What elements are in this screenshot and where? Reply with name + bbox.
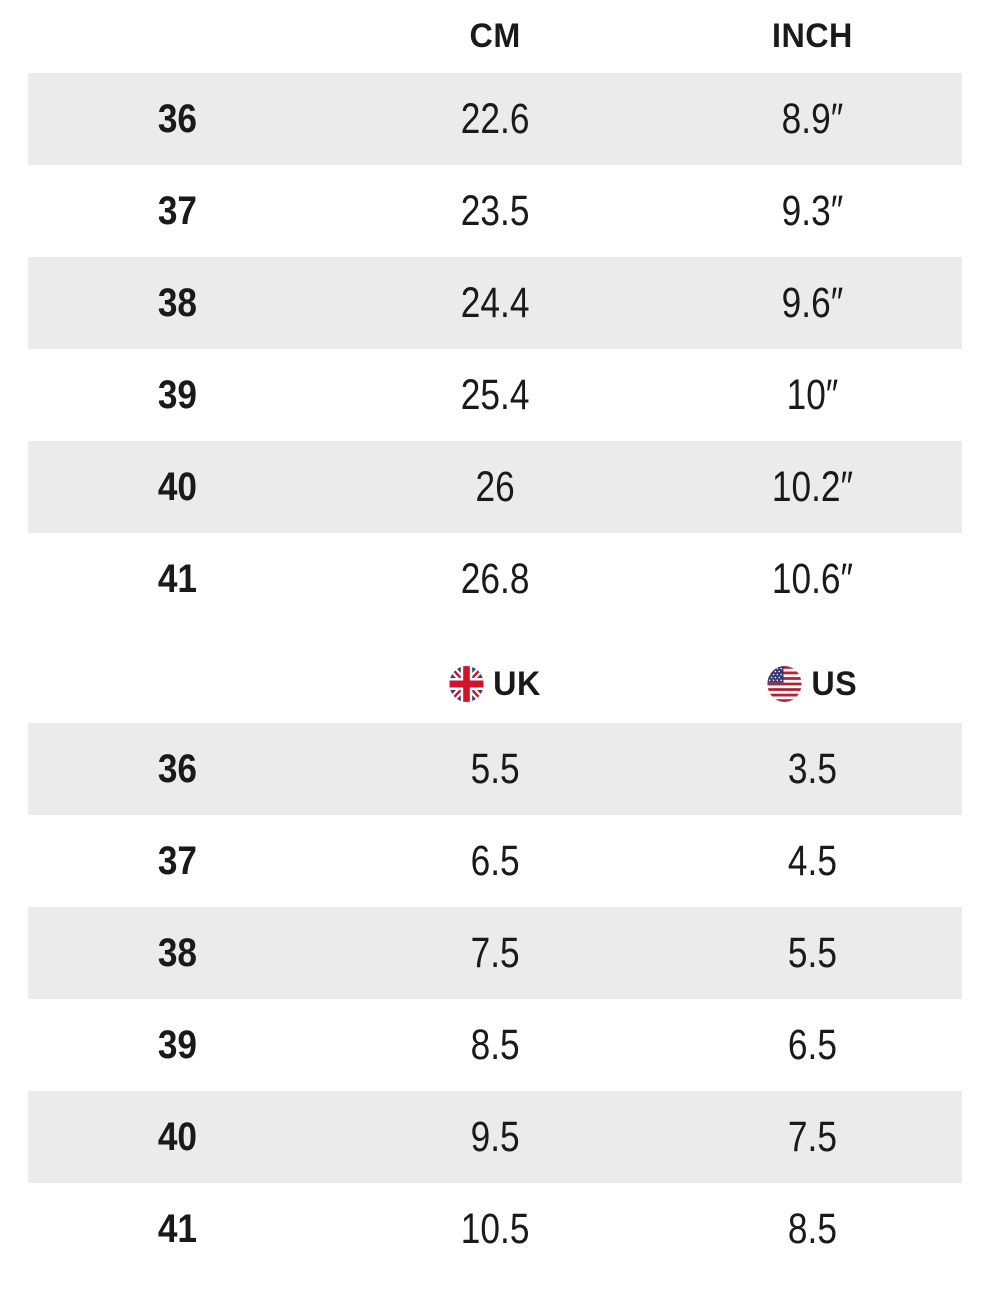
table-row: 40 26 10.2″ bbox=[28, 441, 962, 533]
size-cell: 38 bbox=[157, 930, 198, 975]
us-cell: 3.5 bbox=[788, 744, 838, 793]
size-cell: 38 bbox=[157, 280, 198, 325]
cm-cell: 23.5 bbox=[460, 186, 530, 235]
cm-cell: 25.4 bbox=[460, 370, 530, 419]
column-header-cm: CM bbox=[469, 17, 521, 55]
size-cell: 36 bbox=[157, 746, 198, 791]
column-header-label: UK bbox=[493, 664, 541, 703]
inch-cell: 9.6″ bbox=[781, 278, 844, 327]
table-row: 36 5.5 3.5 bbox=[28, 723, 962, 815]
uk-cell: 5.5 bbox=[470, 744, 520, 793]
cm-cell: 26 bbox=[475, 462, 515, 511]
cm-cell: 26.8 bbox=[460, 554, 530, 603]
inch-cell: 10.2″ bbox=[771, 462, 854, 511]
uk-us-table-header: UK bbox=[28, 625, 962, 723]
inch-cell: 10.6″ bbox=[771, 554, 854, 603]
uk-cell: 8.5 bbox=[470, 1020, 520, 1069]
table-row: 40 9.5 7.5 bbox=[28, 1091, 962, 1183]
inch-cell: 9.3″ bbox=[781, 186, 844, 235]
uk-cell: 9.5 bbox=[470, 1112, 520, 1161]
us-cell: 7.5 bbox=[788, 1112, 838, 1161]
table-row: 37 6.5 4.5 bbox=[28, 815, 962, 907]
size-cell: 41 bbox=[157, 1206, 198, 1251]
uk-us-table: UK bbox=[28, 625, 962, 1275]
size-cell: 39 bbox=[157, 1022, 198, 1067]
table-row: 41 10.5 8.5 bbox=[28, 1183, 962, 1275]
size-cell: 40 bbox=[157, 464, 198, 509]
size-cell: 39 bbox=[157, 372, 198, 417]
size-cell: 36 bbox=[157, 96, 198, 141]
table-row: 36 22.6 8.9″ bbox=[28, 73, 962, 165]
uk-cell: 10.5 bbox=[460, 1204, 530, 1253]
inch-cell: 8.9″ bbox=[781, 94, 844, 143]
inch-cell: 10″ bbox=[786, 370, 839, 419]
table-row: 39 8.5 6.5 bbox=[28, 999, 962, 1091]
column-header-label: US bbox=[811, 664, 858, 703]
table-row: 39 25.4 10″ bbox=[28, 349, 962, 441]
uk-cell: 6.5 bbox=[470, 836, 520, 885]
column-header-uk: UK bbox=[335, 665, 654, 704]
us-cell: 6.5 bbox=[788, 1020, 838, 1069]
us-cell: 5.5 bbox=[788, 928, 838, 977]
uk-flag-icon bbox=[449, 666, 484, 702]
column-header-us: US bbox=[671, 665, 955, 704]
table-row: 41 26.8 10.6″ bbox=[28, 533, 962, 625]
cm-cell: 24.4 bbox=[460, 278, 530, 327]
cm-inch-table: CM INCH 36 22.6 8.9″ 37 23.5 9.3″ 38 24.… bbox=[28, 0, 962, 625]
us-cell: 8.5 bbox=[788, 1204, 838, 1253]
size-cell: 40 bbox=[157, 1114, 198, 1159]
table-row: 37 23.5 9.3″ bbox=[28, 165, 962, 257]
size-cell: 41 bbox=[157, 556, 198, 601]
us-flag-icon bbox=[767, 666, 802, 702]
cm-cell: 22.6 bbox=[460, 94, 530, 143]
us-cell: 4.5 bbox=[788, 836, 838, 885]
uk-cell: 7.5 bbox=[470, 928, 520, 977]
size-cell: 37 bbox=[157, 188, 198, 233]
cm-inch-table-header: CM INCH bbox=[28, 0, 962, 73]
column-header-inch: INCH bbox=[772, 17, 853, 55]
size-cell: 37 bbox=[157, 838, 198, 883]
table-row: 38 24.4 9.6″ bbox=[28, 257, 962, 349]
table-row: 38 7.5 5.5 bbox=[28, 907, 962, 999]
